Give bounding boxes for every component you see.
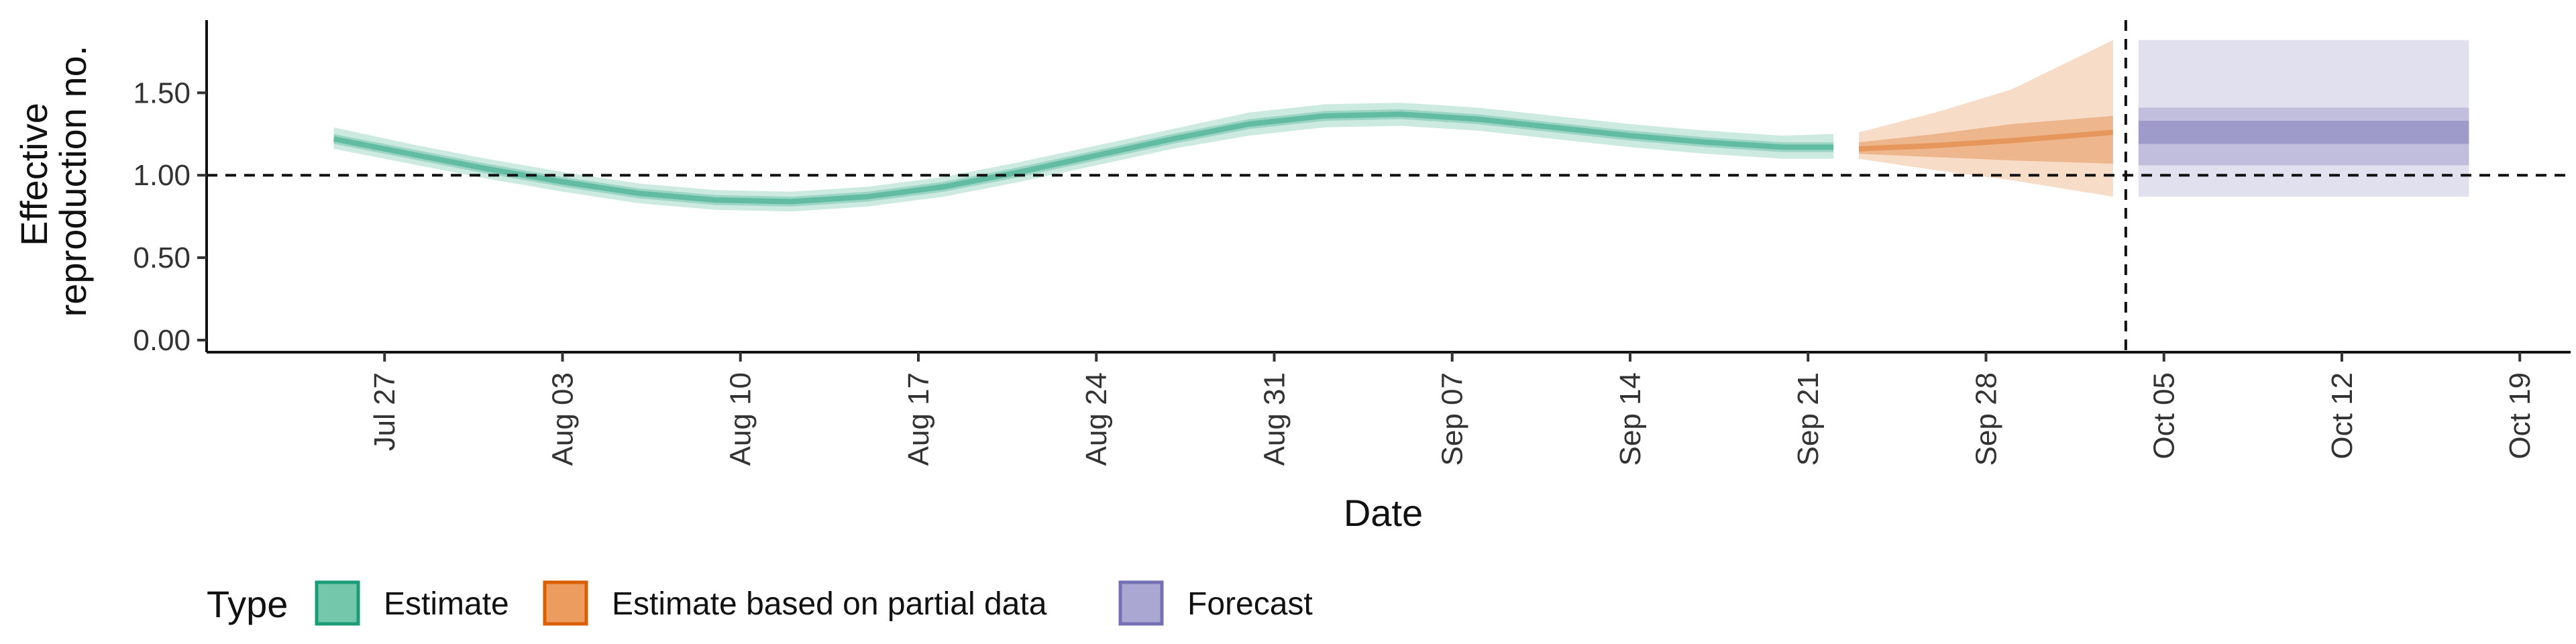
partial-band-50 bbox=[1859, 115, 2113, 164]
x-tick-label: Sep 07 bbox=[1436, 372, 1469, 466]
tick-labels: 0.00 0.50 1.00 1.50 Jul 27 Aug 03 Aug 10 Aug 17… bbox=[133, 76, 2536, 466]
legend-label-estimate: Estimate bbox=[384, 586, 509, 622]
x-tick-label: Aug 03 bbox=[546, 372, 579, 466]
y-tick-label: 1.50 bbox=[133, 76, 191, 109]
x-tick-label: Aug 24 bbox=[1080, 372, 1113, 466]
y-tick-label: 1.00 bbox=[133, 159, 191, 192]
ribbon-layer bbox=[333, 40, 2469, 212]
forecast-band-90 bbox=[2138, 40, 2469, 197]
legend-swatch-partial bbox=[543, 580, 588, 626]
x-tick-label: Sep 28 bbox=[1970, 372, 2002, 466]
x-tick-label: Sep 21 bbox=[1792, 372, 1825, 466]
legend-swatch-estimate bbox=[315, 580, 360, 626]
x-tick-label: Aug 10 bbox=[724, 372, 757, 466]
partial-band-90 bbox=[1859, 40, 2113, 197]
legend-label-partial: Estimate based on partial data bbox=[612, 586, 1047, 622]
legend-label-forecast: Forecast bbox=[1187, 586, 1313, 622]
y-tick-label: 0.50 bbox=[133, 241, 191, 274]
legend: Type Estimate Estimate based on partial … bbox=[207, 580, 1313, 626]
x-tick-label: Oct 12 bbox=[2326, 372, 2359, 460]
median-line-layer bbox=[333, 111, 2114, 205]
legend-swatch-forecast bbox=[1118, 580, 1164, 626]
estimate-median-line bbox=[333, 111, 1834, 205]
y-axis-label-line2: reproduction no. bbox=[52, 46, 94, 317]
x-tick-label: Aug 17 bbox=[902, 372, 935, 466]
estimate-band-50 bbox=[333, 109, 1834, 207]
x-tick-label: Jul 27 bbox=[368, 372, 401, 451]
x-tick-label: Aug 31 bbox=[1258, 372, 1291, 466]
legend-title: Type bbox=[207, 583, 288, 625]
x-tick-label: Sep 14 bbox=[1614, 372, 1647, 466]
forecast-band-50 bbox=[2138, 107, 2469, 166]
estimate-band-90 bbox=[333, 103, 1834, 212]
x-axis-label: Date bbox=[1344, 492, 1423, 534]
partial-median-line bbox=[1858, 129, 2114, 152]
forecast-band-20 bbox=[2138, 121, 2469, 144]
x-tick-label: Oct 19 bbox=[2504, 372, 2536, 460]
axes bbox=[197, 20, 2571, 362]
y-axis-label-line1: Effective bbox=[13, 103, 55, 246]
x-tick-label: Oct 05 bbox=[2148, 372, 2181, 460]
y-tick-label: 0.00 bbox=[133, 324, 191, 357]
